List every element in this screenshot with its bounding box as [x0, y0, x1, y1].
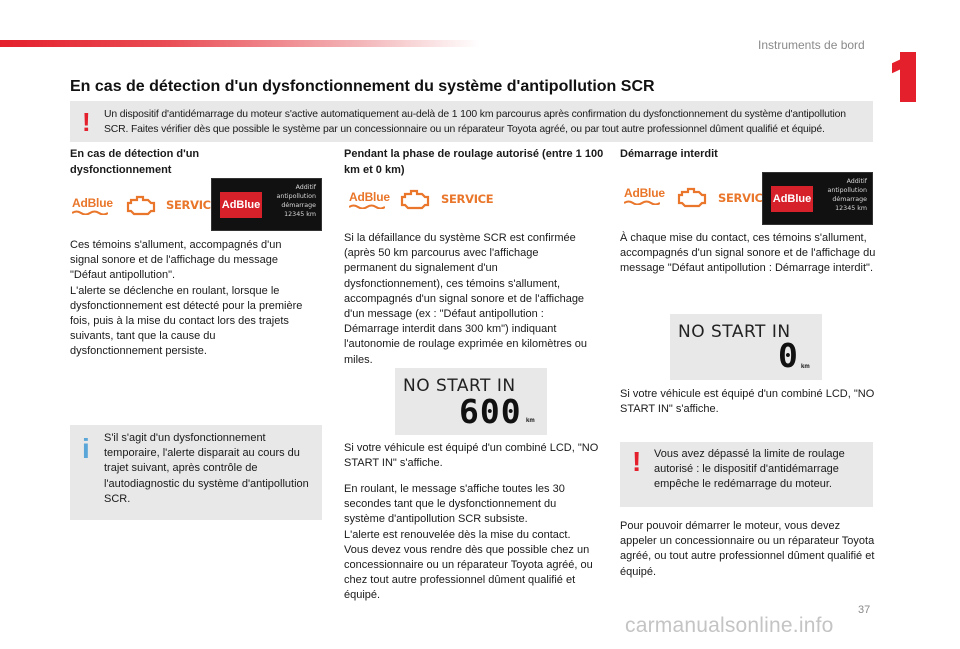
- col2-heading: Pendant la phase de roulage autorisé (en…: [344, 148, 604, 176]
- col2-caption: Si votre véhicule est équipé d'un combin…: [344, 442, 599, 470]
- engine-check-icon: [675, 186, 707, 213]
- info-icon: i: [82, 433, 90, 464]
- engine-check-icon: [124, 194, 156, 221]
- col3-heading: Démarrage interdit: [620, 148, 718, 160]
- warning-text: Vous avez dépassé la limite de roulage a…: [654, 448, 845, 491]
- col1-body: Ces témoins s'allument, accompagnés d'un…: [70, 239, 303, 358]
- warning-box: ! Vous avez dépassé la limite de roulage…: [620, 442, 873, 507]
- no-start-unit: km: [801, 364, 810, 370]
- service-lamp: SERVICE: [718, 191, 771, 205]
- adblue-lamp: AdBlue: [72, 196, 113, 215]
- no-start-unit: km: [526, 418, 535, 424]
- info-box: i S'il s'agit d'un dysfonctionnement tem…: [70, 425, 322, 520]
- no-start-text: NO START IN: [678, 322, 791, 342]
- warning-box: ! Un dispositif d'antidémarrage du moteu…: [70, 101, 873, 142]
- service-lamp: SERVICE: [166, 198, 219, 212]
- warning-exclamation-icon: !: [82, 107, 91, 137]
- col1-heading: En cas de détection d'un dysfonctionneme…: [70, 148, 200, 176]
- col3-body: À chaque mise du contact, ces témoins s'…: [620, 232, 876, 275]
- col3-caption: Si votre véhicule est équipé d'un combin…: [620, 388, 875, 416]
- col3-body2: Pour pouvoir démarrer le moteur, vous de…: [620, 520, 875, 578]
- info-text: S'il s'agit d'un dysfonctionnement tempo…: [104, 432, 309, 505]
- page-title: En cas de détection d'un dysfonctionneme…: [70, 78, 655, 95]
- display-adblue-badge: AdBlue: [771, 186, 813, 212]
- engine-check-icon: [398, 188, 430, 215]
- no-start-display: NO START IN 0 km: [670, 314, 822, 380]
- col2-body2: En roulant, le message s'affiche toutes …: [344, 483, 593, 602]
- chapter-number-mark: [892, 52, 916, 102]
- adblue-lamp: AdBlue: [349, 190, 390, 209]
- header-accent-bar: [0, 40, 480, 47]
- display-message: Additif antipollution démarrage 12345 km: [827, 178, 867, 212]
- no-start-display: NO START IN 600 km: [395, 368, 547, 435]
- no-start-value: 0: [778, 336, 798, 375]
- adblue-lamp: AdBlue: [624, 186, 665, 205]
- warning-text: Un dispositif d'antidémarrage du moteur …: [104, 109, 846, 135]
- display-adblue-badge: AdBlue: [220, 192, 262, 218]
- no-start-text: NO START IN: [403, 376, 516, 396]
- service-lamp: SERVICE: [441, 192, 494, 206]
- warning-exclamation-icon: !: [632, 446, 642, 477]
- dashboard-display: AdBlue Additif antipollution démarrage 1234…: [211, 178, 322, 231]
- watermark: carmanualsonline.info: [625, 614, 834, 637]
- dashboard-display: AdBlue Additif antipollution démarrage 1234…: [762, 172, 873, 225]
- section-title: Instruments de bord: [758, 38, 865, 52]
- display-message: Additif antipollution démarrage 12345 km: [276, 184, 316, 218]
- col2-body: Si la défaillance du système SCR est con…: [344, 232, 588, 366]
- no-start-value: 600: [459, 392, 522, 431]
- page-number: 37: [858, 604, 871, 616]
